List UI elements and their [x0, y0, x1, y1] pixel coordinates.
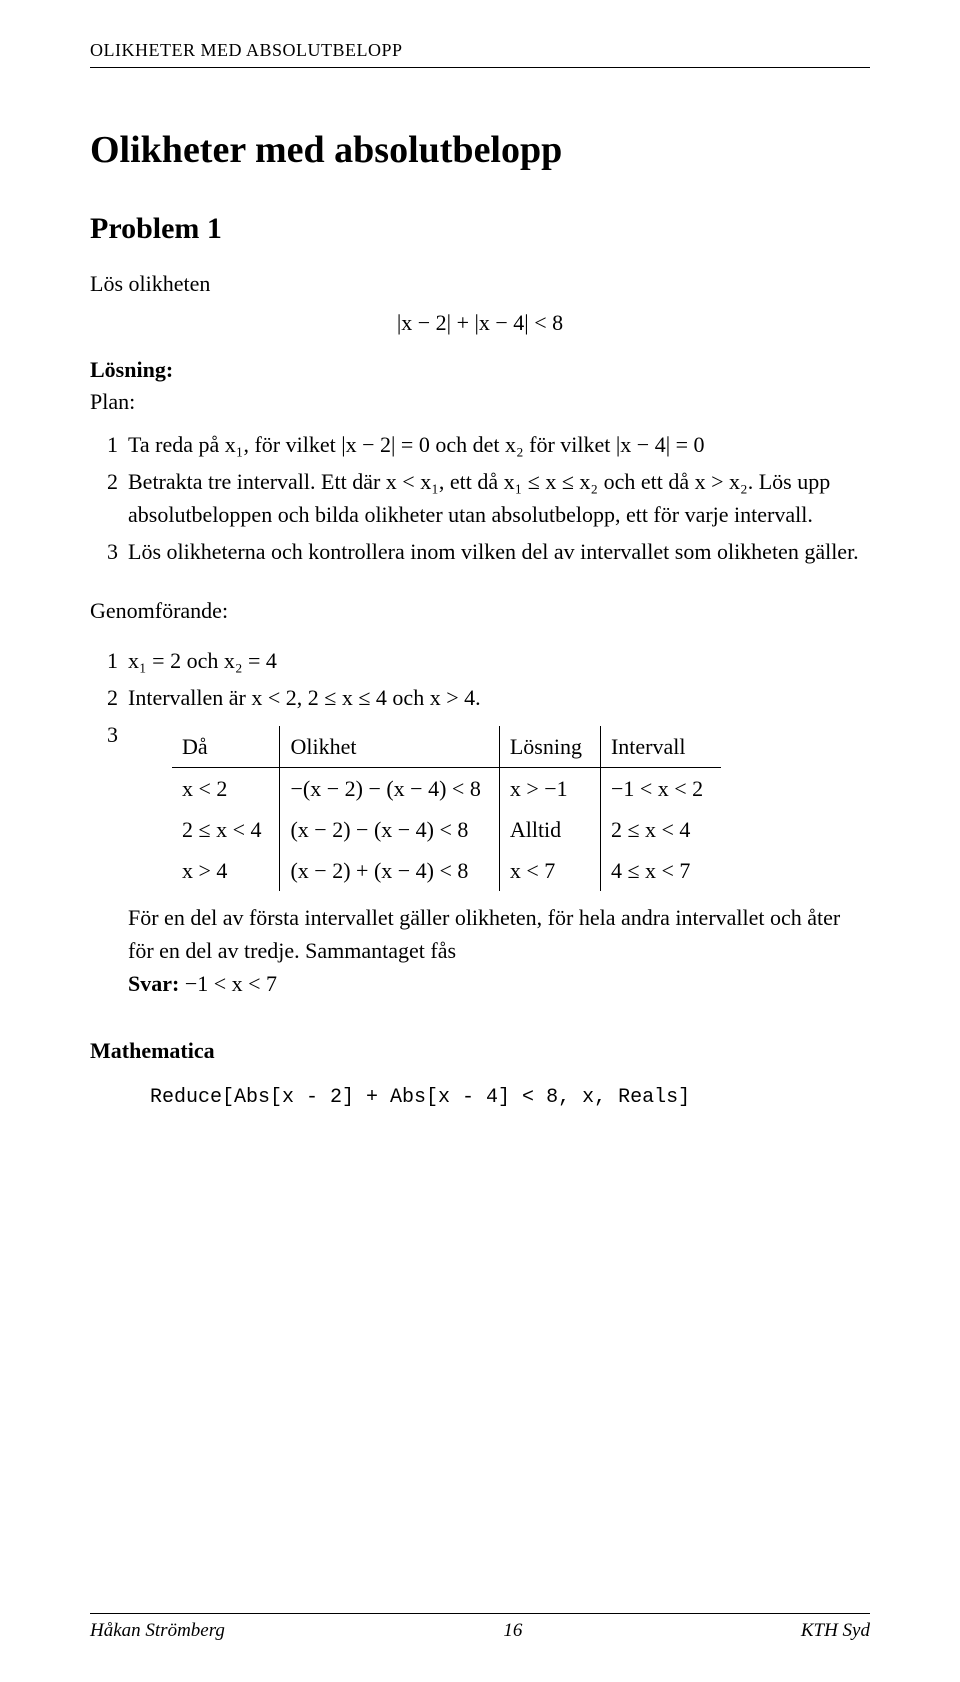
solution-label: Lösning:: [90, 354, 870, 386]
genom-item-text: Då Olikhet Lösning Intervall x < 2 −(x −…: [128, 718, 870, 1000]
page: OLIKHETER MED ABSOLUTBELOPP Olikheter me…: [0, 0, 960, 1682]
genomforande-label: Genomförande:: [90, 598, 870, 624]
mathematica-code: Reduce[Abs[x - 2] + Abs[x - 4] < 8, x, R…: [150, 1086, 870, 1109]
table-cell: (x − 2) + (x − 4) < 8: [280, 850, 499, 891]
table-cell: x < 2: [172, 767, 280, 809]
footer-center: 16: [503, 1620, 522, 1642]
problem-heading: Problem 1: [90, 212, 870, 246]
table-row: 2 ≤ x < 4 (x − 2) − (x − 4) < 8 Alltid 2…: [172, 809, 721, 850]
genom-item-text: x₁ = 2 och x₂ = 4: [128, 644, 870, 677]
table-cell: (x − 2) − (x − 4) < 8: [280, 809, 499, 850]
plan-item: 1 Ta reda på x₁, för vilket |x − 2| = 0 …: [90, 428, 870, 461]
genom-item-number: 1: [90, 644, 128, 677]
table-cell: −(x − 2) − (x − 4) < 8: [280, 767, 499, 809]
plan-item-text: Lös olikheterna och kontrollera inom vil…: [128, 535, 870, 568]
plan-item-text: Ta reda på x₁, för vilket |x − 2| = 0 oc…: [128, 428, 870, 461]
intro-line: Lös olikheten: [90, 268, 870, 300]
svar-label: Svar:: [128, 971, 179, 996]
genom-item-text: Intervallen är x < 2, 2 ≤ x ≤ 4 och x > …: [128, 681, 870, 714]
genom-item: 1 x₁ = 2 och x₂ = 4: [90, 644, 870, 677]
table-cell: x > −1: [499, 767, 600, 809]
solution-label-text: Lösning:: [90, 357, 173, 382]
after-table-sentence: För en del av första intervallet gäller …: [128, 905, 840, 963]
table-cell: x < 7: [499, 850, 600, 891]
page-title: Olikheter med absolutbelopp: [90, 128, 870, 172]
displayed-inequality: |x − 2| + |x − 4| < 8: [90, 310, 870, 336]
plan-item-number: 1: [90, 428, 128, 461]
table-row: x < 2 −(x − 2) − (x − 4) < 8 x > −1 −1 <…: [172, 767, 721, 809]
footer-left: Håkan Strömberg: [90, 1620, 225, 1642]
plan-item-number: 3: [90, 535, 128, 568]
table-head-cell: Olikhet: [280, 726, 499, 768]
page-footer: Håkan Strömberg 16 KTH Syd: [90, 1613, 870, 1642]
svar-value: −1 < x < 7: [185, 971, 277, 996]
table-cell: 2 ≤ x < 4: [600, 809, 721, 850]
table-cell: 2 ≤ x < 4: [172, 809, 280, 850]
mathematica-heading: Mathematica: [90, 1038, 870, 1064]
genom-item: 2 Intervallen är x < 2, 2 ≤ x ≤ 4 och x …: [90, 681, 870, 714]
table-cell: Alltid: [499, 809, 600, 850]
cases-table: Då Olikhet Lösning Intervall x < 2 −(x −…: [172, 726, 721, 891]
footer-row: Håkan Strömberg 16 KTH Syd: [90, 1620, 870, 1642]
table-head-row: Då Olikhet Lösning Intervall: [172, 726, 721, 768]
table-cell: 4 ≤ x < 7: [600, 850, 721, 891]
table-cell: x > 4: [172, 850, 280, 891]
table-head-cell: Då: [172, 726, 280, 768]
plan-list: 1 Ta reda på x₁, för vilket |x − 2| = 0 …: [90, 428, 870, 568]
after-table-text: För en del av första intervallet gäller …: [128, 901, 870, 1000]
footer-rule: [90, 1613, 870, 1614]
genom-item-number: 3: [90, 718, 128, 1000]
genom-item: 3 Då Olikhet Lösning Intervall x < 2: [90, 718, 870, 1000]
genom-item-number: 2: [90, 681, 128, 714]
plan-item: 3 Lös olikheterna och kontrollera inom v…: [90, 535, 870, 568]
plan-label: Plan:: [90, 386, 870, 418]
table-head-cell: Lösning: [499, 726, 600, 768]
header-rule: [90, 67, 870, 68]
table-row: x > 4 (x − 2) + (x − 4) < 8 x < 7 4 ≤ x …: [172, 850, 721, 891]
table-head-cell: Intervall: [600, 726, 721, 768]
table-cell: −1 < x < 2: [600, 767, 721, 809]
footer-right: KTH Syd: [801, 1620, 870, 1642]
genomforande-list: 1 x₁ = 2 och x₂ = 4 2 Intervallen är x <…: [90, 644, 870, 1000]
plan-item: 2 Betrakta tre intervall. Ett där x < x₁…: [90, 465, 870, 531]
plan-item-text: Betrakta tre intervall. Ett där x < x₁, …: [128, 465, 870, 531]
running-header: OLIKHETER MED ABSOLUTBELOPP: [90, 40, 870, 61]
plan-item-number: 2: [90, 465, 128, 531]
